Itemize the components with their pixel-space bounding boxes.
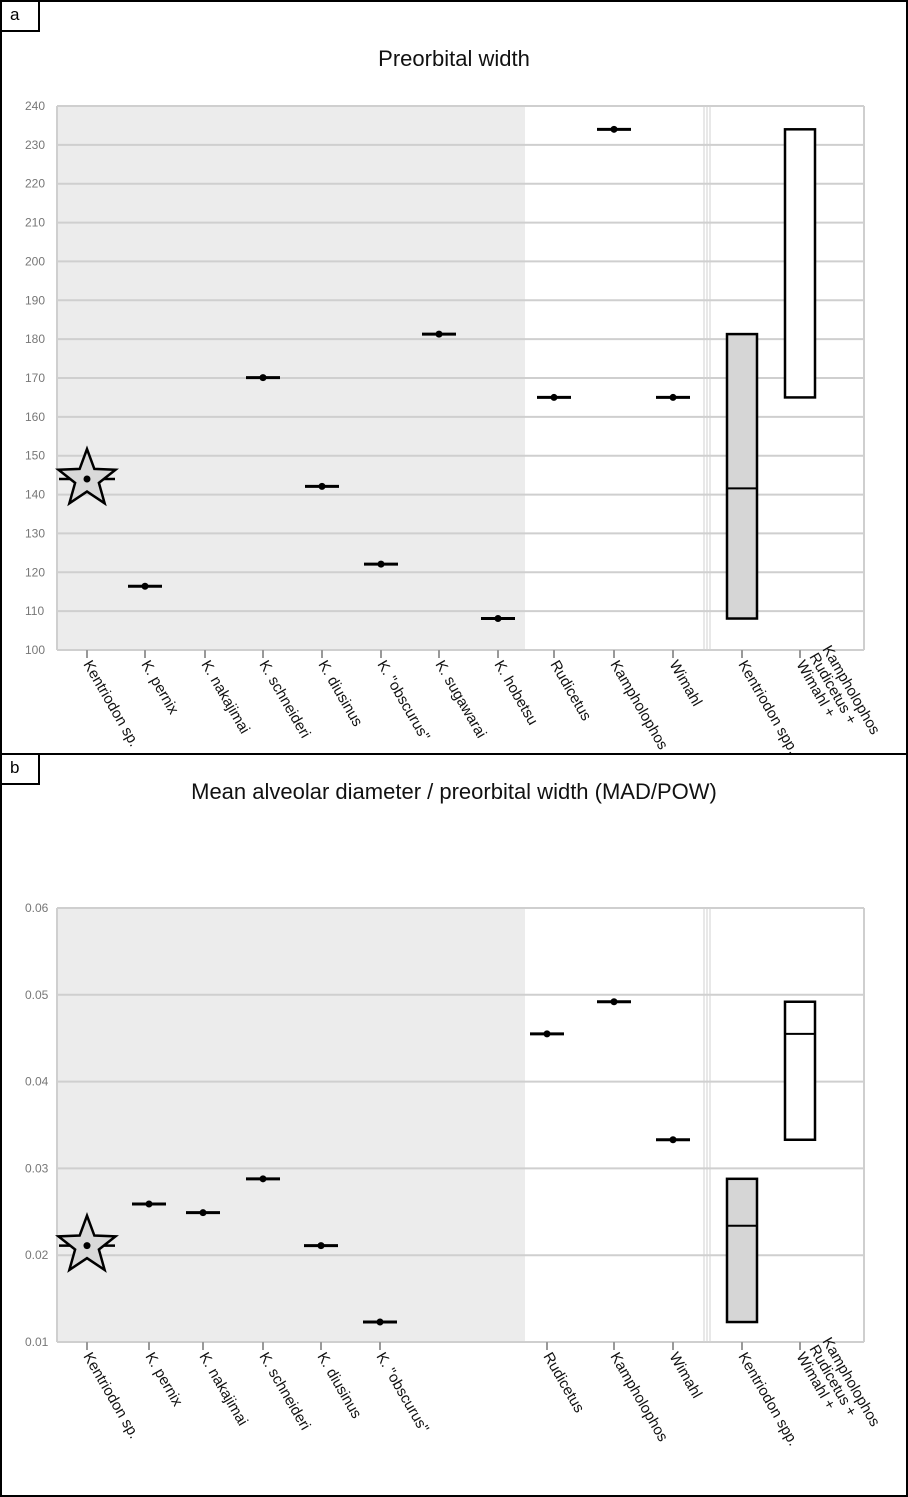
x-label-group-a: K. sugawarai [432, 658, 490, 742]
y-tick-label-a: 240 [25, 99, 45, 113]
x-tick-label-kentriodon-sp-a: Kentriodon sp. [80, 658, 143, 750]
x-label-group-b: Rudicetus [540, 1350, 588, 1416]
x-tick-label-kentriodon-spp-a: Kentriodon spp. [735, 658, 802, 755]
data-point-kampholophos-b [610, 998, 618, 1006]
x-label-group-a: Wimahl [666, 658, 706, 710]
x-tick-label-k-obscurus-a: K. "obscurus" [374, 658, 434, 744]
x-tick-label-k-nakajimai-b: K. nakajimai [196, 1350, 252, 1429]
y-tick-label-a: 150 [25, 449, 45, 463]
data-point-k-nakajimai-b [199, 1209, 207, 1217]
x-label-group-b: Kentriodon sp. [80, 1350, 143, 1442]
data-point-k-obscurus-b [376, 1318, 384, 1326]
y-tick-label-a: 220 [25, 177, 45, 191]
x-tick-label-rudicetus-b: Rudicetus [540, 1350, 588, 1416]
y-tick-label-a: 210 [25, 216, 45, 230]
data-point-k-sugawarai-a [435, 330, 443, 338]
x-label-group-a: Kampholophos [607, 658, 672, 753]
data-point-kentriodon-sp-b [83, 1242, 91, 1250]
data-point-k-hobetsu-a [494, 615, 502, 623]
x-tick-label-wimahl-b: Wimahl [666, 1350, 706, 1402]
data-point-rudicetus-a [550, 393, 558, 401]
y-tick-label-b: 0.05 [25, 988, 49, 1002]
x-label-group-b: Wimahl [666, 1350, 706, 1402]
x-tick-label-rudicetus-a: Rudicetus [547, 658, 595, 724]
data-point-kampholophos-a [610, 125, 618, 133]
y-tick-label-b: 0.06 [25, 901, 49, 915]
range-box-wimahl-rudicetus-kampholophos-a [783, 128, 817, 399]
y-tick-label-b: 0.01 [25, 1335, 49, 1349]
x-label-group-b: K. schneideri [256, 1350, 314, 1434]
x-tick-label-wimahl-a: Wimahl [666, 658, 706, 710]
x-tick-label-k-schneideri-a: K. schneideri [256, 658, 314, 742]
x-tick-label-kentriodon-sp-b: Kentriodon sp. [80, 1350, 143, 1442]
x-tick-label-k-diusinus-b: K. diusinus [314, 1350, 365, 1422]
x-label-group-a: K. pernix [138, 658, 183, 718]
panel-label-b: b [2, 755, 40, 785]
x-label-group-a: K. diusinus [315, 658, 366, 730]
x-tick-label-k-schneideri-b: K. schneideri [256, 1350, 314, 1434]
y-tick-label-a: 140 [25, 488, 45, 502]
data-point-k-schneideri-a [259, 374, 267, 382]
data-point-kentriodon-sp-a [83, 475, 91, 483]
x-label-group-a: Kentriodon sp. [80, 658, 143, 750]
x-label-group-b: Kampholophos [607, 1350, 672, 1445]
y-tick-label-a: 200 [25, 254, 45, 268]
y-tick-label-a: 160 [25, 410, 45, 424]
range-box-wimahl-rudicetus-kampholophos-b [783, 1000, 817, 1142]
data-point-wimahl-a [669, 393, 677, 401]
y-tick-label-a: 180 [25, 332, 45, 346]
y-tick-label-a: 130 [25, 526, 45, 540]
x-label-group-b: Kentriodon spp. [735, 1350, 802, 1450]
shaded-region-b [57, 908, 525, 1342]
x-label-group-b: Wimahl +Rudicetus +Kampholophos [793, 1335, 884, 1430]
range-box-kentriodon-spp-a [725, 332, 759, 620]
data-point-k-pernix-a [141, 582, 149, 590]
chart-panel-b: b Mean alveolar diameter / preorbital wi… [0, 753, 908, 1497]
x-label-group-a: Rudicetus [547, 658, 595, 724]
data-point-k-diusinus-b [317, 1242, 325, 1250]
y-tick-label-a: 120 [25, 565, 45, 579]
data-point-k-schneideri-b [259, 1175, 267, 1183]
x-label-group-a: Kentriodon spp. [735, 658, 802, 755]
x-tick-label-kampholophos-b: Kampholophos [607, 1350, 672, 1445]
chart-panel-a: a Preorbital width 100 110 120 130 140 150 160… [0, 0, 908, 754]
x-label-group-a: Wimahl +Rudicetus +Kampholophos [793, 643, 884, 738]
x-label-group-a: K. "obscurus" [374, 658, 434, 744]
x-label-group-b: K. pernix [142, 1350, 187, 1410]
x-tick-label-k-nakajimai-a: K. nakajimai [198, 658, 254, 737]
y-tick-label-b: 0.02 [25, 1248, 49, 1262]
x-label-group-a: K. schneideri [256, 658, 314, 742]
chart-title-a: Preorbital width [378, 46, 530, 71]
y-tick-label-a: 230 [25, 138, 45, 152]
x-label-group-b: K. "obscurus" [373, 1350, 433, 1436]
x-tick-label-k-pernix-a: K. pernix [138, 658, 183, 718]
y-tick-label-a: 100 [25, 643, 45, 657]
data-point-wimahl-b [669, 1136, 677, 1144]
x-tick-label-kentriodon-spp-b: Kentriodon spp. [735, 1350, 802, 1450]
chart-plot-a: 100 110 120 130 140 150 160 170 180 190 200 210 220 2… [25, 99, 884, 755]
x-tick-label-k-sugawarai-a: K. sugawarai [432, 658, 490, 742]
x-tick-label-k-hobetsu-a: K. hobetsu [491, 658, 542, 729]
x-tick-label-k-diusinus-a: K. diusinus [315, 658, 366, 730]
data-point-k-diusinus-a [318, 482, 326, 490]
data-point-rudicetus-b [543, 1030, 551, 1038]
data-point-k-pernix-b [145, 1200, 153, 1208]
y-tick-label-b: 0.03 [25, 1161, 49, 1175]
x-tick-label-kampholophos-a: Kampholophos [607, 658, 672, 753]
y-tick-label-a: 110 [25, 604, 44, 618]
panel-label-a: a [2, 2, 40, 32]
y-tick-label-b: 0.04 [25, 1075, 49, 1089]
x-label-group-b: K. diusinus [314, 1350, 365, 1422]
data-point-k-obscurus-a [377, 560, 385, 568]
y-tick-label-a: 190 [25, 293, 45, 307]
x-tick-label-k-pernix-b: K. pernix [142, 1350, 187, 1410]
x-label-group-a: K. hobetsu [491, 658, 542, 729]
y-tick-label-a: 170 [25, 371, 45, 385]
x-tick-label-k-obscurus-b: K. "obscurus" [373, 1350, 433, 1436]
x-label-group-a: K. nakajimai [198, 658, 254, 737]
x-label-group-b: K. nakajimai [196, 1350, 252, 1429]
chart-title-b: Mean alveolar diameter / preorbital widt… [191, 779, 717, 804]
range-box-kentriodon-spp-b [725, 1177, 759, 1324]
